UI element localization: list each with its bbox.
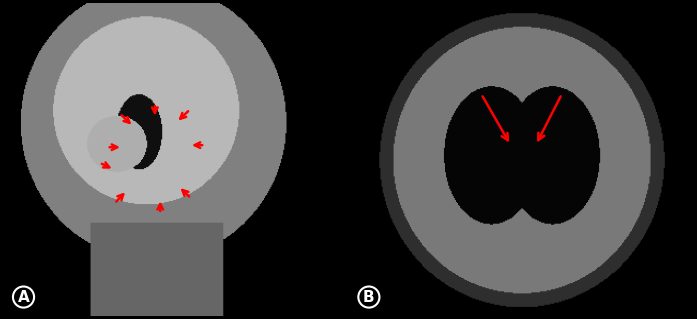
Text: A: A [17,290,29,305]
Text: B: B [363,290,375,305]
